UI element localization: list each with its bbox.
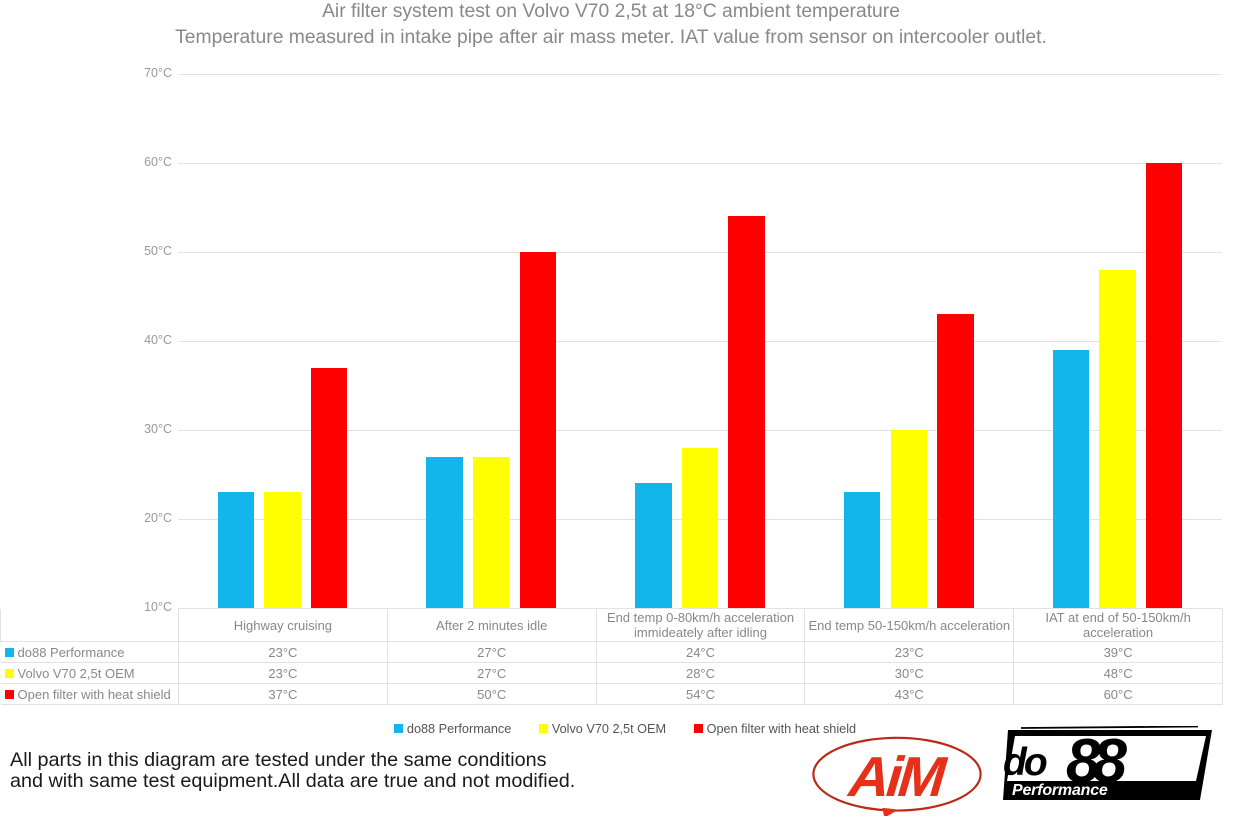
svg-text:do: do bbox=[1003, 741, 1047, 784]
svg-text:AiM: AiM bbox=[841, 746, 952, 809]
svg-text:Performance: Performance bbox=[1012, 782, 1108, 799]
